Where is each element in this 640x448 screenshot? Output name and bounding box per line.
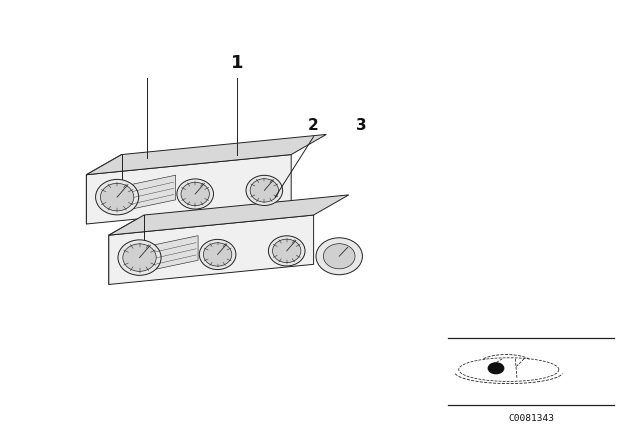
- Ellipse shape: [273, 239, 301, 263]
- Text: 2: 2: [308, 118, 319, 133]
- Polygon shape: [86, 155, 122, 224]
- Polygon shape: [109, 215, 144, 284]
- Ellipse shape: [181, 182, 209, 206]
- Ellipse shape: [199, 239, 236, 270]
- Ellipse shape: [123, 244, 156, 271]
- Polygon shape: [128, 175, 175, 210]
- Ellipse shape: [323, 244, 355, 269]
- Ellipse shape: [246, 175, 283, 206]
- Polygon shape: [86, 134, 326, 175]
- Polygon shape: [109, 215, 314, 284]
- Ellipse shape: [100, 183, 134, 211]
- Polygon shape: [150, 236, 198, 271]
- Ellipse shape: [316, 238, 362, 275]
- Ellipse shape: [118, 240, 161, 276]
- Ellipse shape: [268, 236, 305, 266]
- Polygon shape: [86, 155, 291, 224]
- Polygon shape: [109, 195, 349, 235]
- Ellipse shape: [250, 179, 278, 202]
- Text: C0081343: C0081343: [508, 414, 554, 423]
- Ellipse shape: [204, 243, 232, 266]
- Text: 1: 1: [230, 54, 243, 72]
- Circle shape: [488, 363, 504, 374]
- Text: 3: 3: [356, 118, 367, 133]
- Ellipse shape: [95, 179, 139, 215]
- Ellipse shape: [177, 179, 214, 209]
